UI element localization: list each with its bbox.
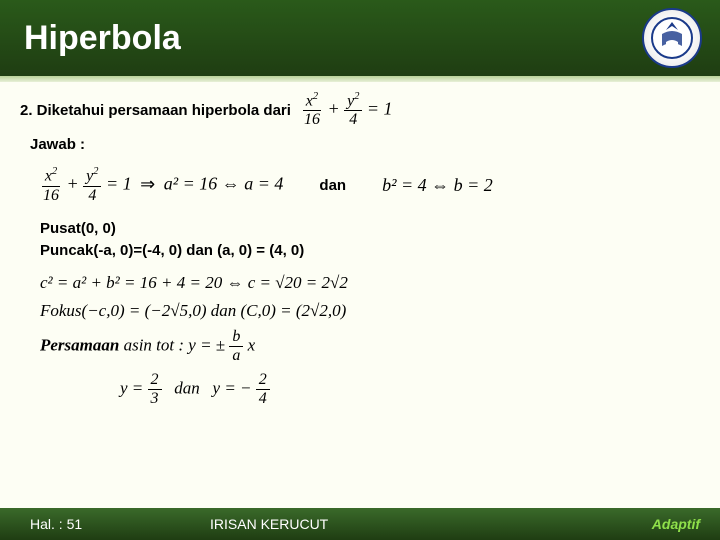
equation-repeat: x216 + y24 = 1 ⇒ a² = 16 ⇔ a = 4 bbox=[40, 167, 283, 203]
problem-statement: 2. Diketahui persamaan hiperbola dari x2… bbox=[20, 92, 700, 128]
slide-title: Hiperbola bbox=[24, 19, 181, 58]
equations-block: c² = a² + b² = 16 + 4 = 20 ⇔ c = √20 = 2… bbox=[20, 273, 700, 407]
equation-given: x216 + y24 = 1 bbox=[301, 92, 393, 128]
education-logo-icon bbox=[650, 16, 694, 60]
slide-footer: Hal. : 51 IRISAN KERUCUT Adaptif bbox=[0, 508, 720, 540]
a-squared-eq: a² = 16 ⇔ a = 4 bbox=[164, 174, 284, 194]
page-number: Hal. : 51 bbox=[0, 516, 180, 532]
footer-tag: Adaptif bbox=[652, 516, 700, 532]
slide-content: 2. Diketahui persamaan hiperbola dari x2… bbox=[0, 78, 720, 407]
slide-header: Hiperbola bbox=[0, 0, 720, 78]
y-values-equation: y = 23 dan y = − 24 bbox=[40, 372, 700, 407]
center-vertex-block: Pusat(0, 0) Puncak(-a, 0)=(-4, 0) dan (a… bbox=[20, 218, 700, 263]
center-text: Pusat(0, 0) bbox=[40, 218, 700, 241]
footer-title: IRISAN KERUCUT bbox=[210, 516, 328, 532]
derivation-row: x216 + y24 = 1 ⇒ a² = 16 ⇔ a = 4 dan b² … bbox=[20, 167, 700, 203]
and-connector: dan bbox=[319, 177, 346, 194]
asymptote-equation: Persamaan asin tot : y = ± ba x bbox=[40, 329, 700, 364]
answer-label: Jawab : bbox=[20, 136, 700, 153]
focus-equation: Fokus(−c,0) = (−2√5,0) dan (C,0) = (2√2,… bbox=[40, 301, 700, 321]
logo-badge bbox=[642, 8, 702, 68]
b-squared-eq: b² = 4 ⇔ b = 2 bbox=[382, 175, 493, 196]
c-equation: c² = a² + b² = 16 + 4 = 20 ⇔ c = √20 = 2… bbox=[40, 273, 700, 293]
vertex-text: Puncak(-a, 0)=(-4, 0) dan (a, 0) = (4, 0… bbox=[40, 240, 700, 263]
problem-label: 2. Diketahui persamaan hiperbola dari bbox=[20, 102, 291, 119]
